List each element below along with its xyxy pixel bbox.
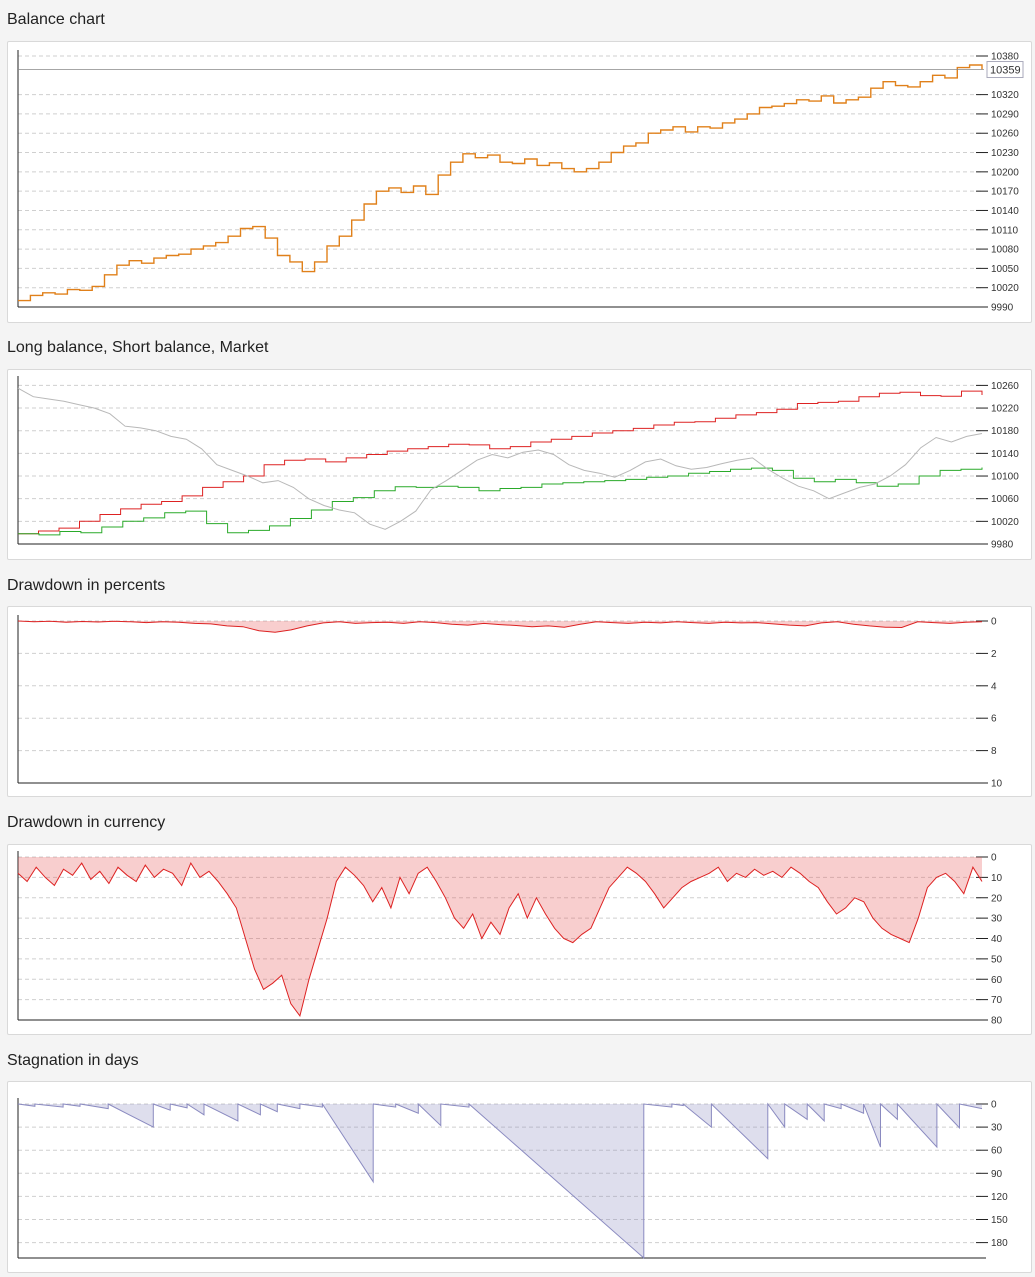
y-tick-label: 10140 <box>991 449 1019 460</box>
drawdown-percent-chart: 0 2 4 6 8 10 <box>17 615 1003 790</box>
drawdown-percent-panel: 0 2 4 6 8 10 <box>7 606 1032 797</box>
y-tick-label: 10050 <box>991 264 1019 275</box>
y-tick-label: 120 <box>991 1192 1008 1203</box>
y-tick-label: 20 <box>991 893 1003 904</box>
balance-chart-panel: 10380 10320 10290 10260 10230 10200 10170 10140… <box>7 41 1032 323</box>
y-tick-label: 150 <box>991 1215 1008 1226</box>
y-tick-label: 40 <box>991 934 1003 945</box>
drawdown-currency-panel: 0 10 20 30 40 50 60 70 80 <box>7 844 1032 1035</box>
series-line <box>17 862 983 1018</box>
y-tick-label: 4 <box>991 681 997 692</box>
y-tick-label: 60 <box>991 1146 1003 1157</box>
y-tick-label: 10380 <box>991 52 1019 63</box>
y-tick-label: 10260 <box>991 129 1019 140</box>
y-tick-label: 60 <box>991 975 1003 986</box>
y-tick-label: 80 <box>991 1016 1003 1027</box>
series-line <box>18 467 983 536</box>
y-tick-label: 10020 <box>991 283 1019 294</box>
y-tick-label: 70 <box>991 995 1003 1006</box>
series-line <box>17 1102 983 1260</box>
balance-chart: 10380 10320 10290 10260 10230 10200 10170 10140… <box>17 50 1024 314</box>
y-tick-label: 10060 <box>991 494 1019 505</box>
drawdown-currency-chart: 0 10 20 30 40 50 60 70 80 <box>17 851 1003 1027</box>
y-tick-label: 10170 <box>991 187 1019 198</box>
y-tick-label: 30 <box>991 914 1003 925</box>
drawdown-currency-title: Drawdown in currency <box>7 814 166 831</box>
area-fill <box>18 621 982 633</box>
y-tick-label: 9980 <box>991 540 1014 551</box>
y-tick-label: 2 <box>991 649 997 660</box>
y-tick-label: 10100 <box>991 472 1019 483</box>
y-tick-label: 10260 <box>991 381 1019 392</box>
drawdown-percent-title: Drawdown in percents <box>7 577 166 594</box>
y-tick-label: 9990 <box>991 303 1014 314</box>
y-tick-label: 10180 <box>991 426 1019 437</box>
y-tick-label: 10230 <box>991 148 1019 159</box>
balance-chart-title: Balance chart <box>7 11 105 28</box>
y-tick-label: 10140 <box>991 206 1019 217</box>
y-tick-label: 10020 <box>991 517 1019 528</box>
long-short-market-panel: 10260 10220 10180 10140 10100 10060 10020 9980 <box>7 369 1032 560</box>
y-tick-label: 0 <box>991 853 997 864</box>
y-tick-label: 10110 <box>991 225 1019 236</box>
series-line <box>17 620 983 633</box>
stagnation-panel: 0 30 60 90 120 150 180 <box>7 1081 1032 1273</box>
long-short-market-title: Long balance, Short balance, Market <box>7 339 269 356</box>
y-tick-label: 8 <box>991 746 997 757</box>
long-short-market-chart: 10260 10220 10180 10140 10100 10060 10020 9980 <box>17 376 1019 551</box>
last-value-label: 10359 <box>990 65 1021 77</box>
area-fill <box>18 857 982 1016</box>
series-line <box>18 64 983 302</box>
y-tick-label: 30 <box>991 1123 1003 1134</box>
y-tick-label: 10320 <box>991 90 1019 101</box>
y-tick-label: 50 <box>991 954 1003 965</box>
y-tick-label: 10080 <box>991 245 1019 256</box>
series-line <box>18 390 983 535</box>
stagnation-chart: 0 30 60 90 120 150 180 <box>17 1098 1008 1260</box>
series-line <box>17 387 983 530</box>
y-tick-label: 180 <box>991 1238 1008 1249</box>
y-tick-label: 10290 <box>991 109 1019 120</box>
y-tick-label: 10 <box>991 779 1003 790</box>
last-value-box <box>986 61 1024 79</box>
y-tick-label: 10200 <box>991 167 1019 178</box>
stagnation-title: Stagnation in days <box>7 1052 139 1069</box>
y-tick-label: 10 <box>991 873 1003 884</box>
y-tick-label: 0 <box>991 1100 997 1111</box>
y-tick-label: 90 <box>991 1169 1003 1180</box>
y-tick-label: 10220 <box>991 404 1019 415</box>
y-tick-label: 0 <box>991 617 997 628</box>
y-tick-label: 6 <box>991 714 997 725</box>
